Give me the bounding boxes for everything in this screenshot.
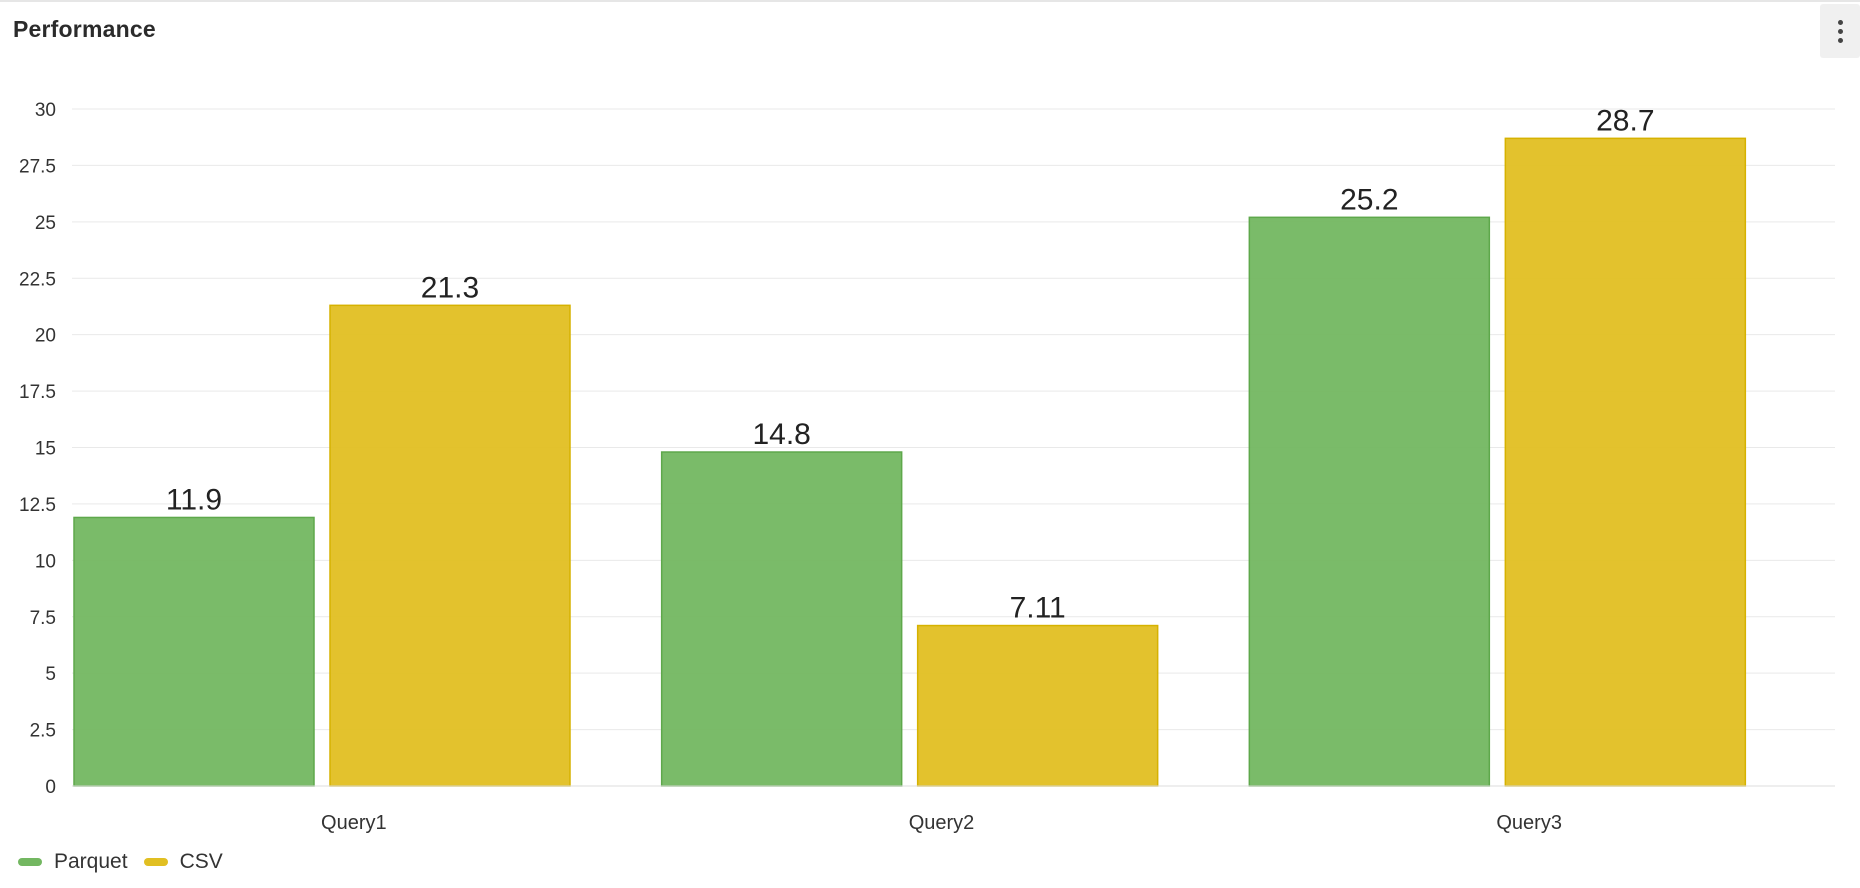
bar-parquet-query2[interactable] (660, 451, 903, 787)
bar-csv-query3[interactable] (1504, 137, 1747, 787)
y-tick-label: 22.5 (19, 269, 56, 290)
panel-title: Performance (13, 16, 156, 42)
legend-swatch-csv (143, 858, 168, 866)
chart-legend: Parquet CSV (18, 850, 223, 874)
y-tick-label: 5 (45, 664, 56, 685)
bar-csv-query2[interactable] (916, 624, 1159, 787)
data-label-parquet-query1: 11.9 (166, 483, 222, 516)
x-tick-label-query1: Query1 (321, 812, 387, 834)
legend-label-parquet: Parquet (54, 850, 128, 873)
y-tick-label: 27.5 (19, 156, 56, 177)
panel-menu-button[interactable] (1820, 4, 1860, 58)
y-tick-label: 0 (45, 777, 56, 798)
data-label-csv-query3: 28.7 (1596, 104, 1654, 137)
y-tick-label: 20 (35, 326, 56, 347)
bars: 11.9 21.3 Query1 14.8 7.11 Query2 25.2 28.7 Quer… (73, 104, 1747, 834)
y-tick-label: 7.5 (30, 608, 56, 629)
data-label-csv-query2: 7.11 (1010, 592, 1066, 625)
y-tick-label: 15 (35, 439, 56, 460)
legend-swatch-parquet (18, 858, 42, 866)
data-label-parquet-query3: 25.2 (1340, 183, 1398, 216)
y-tick-label: 17.5 (19, 382, 56, 403)
vertical-ellipsis-icon-dot-2 (1837, 28, 1843, 34)
data-label-csv-query1: 21.3 (421, 271, 479, 304)
y-tick-label: 2.5 (30, 721, 56, 742)
bar-csv-query1[interactable] (329, 304, 571, 787)
x-tick-label-query2: Query2 (909, 812, 975, 834)
data-label-parquet-query2: 14.8 (752, 418, 810, 451)
bar-parquet-query3[interactable] (1248, 216, 1491, 787)
vertical-ellipsis-icon-dot-3 (1837, 37, 1843, 43)
legend-item-parquet[interactable]: Parquet (18, 850, 128, 874)
y-tick-label: 25 (35, 213, 56, 234)
y-tick-label: 12.5 (19, 495, 56, 516)
legend-item-csv[interactable]: CSV (143, 850, 223, 874)
bar-parquet-query1[interactable] (73, 516, 315, 787)
vertical-ellipsis-icon (1837, 19, 1843, 25)
y-tick-label: 10 (35, 551, 56, 572)
legend-label-csv: CSV (179, 850, 223, 873)
y-tick-label: 30 (35, 100, 56, 121)
x-tick-label-query3: Query3 (1496, 812, 1562, 834)
